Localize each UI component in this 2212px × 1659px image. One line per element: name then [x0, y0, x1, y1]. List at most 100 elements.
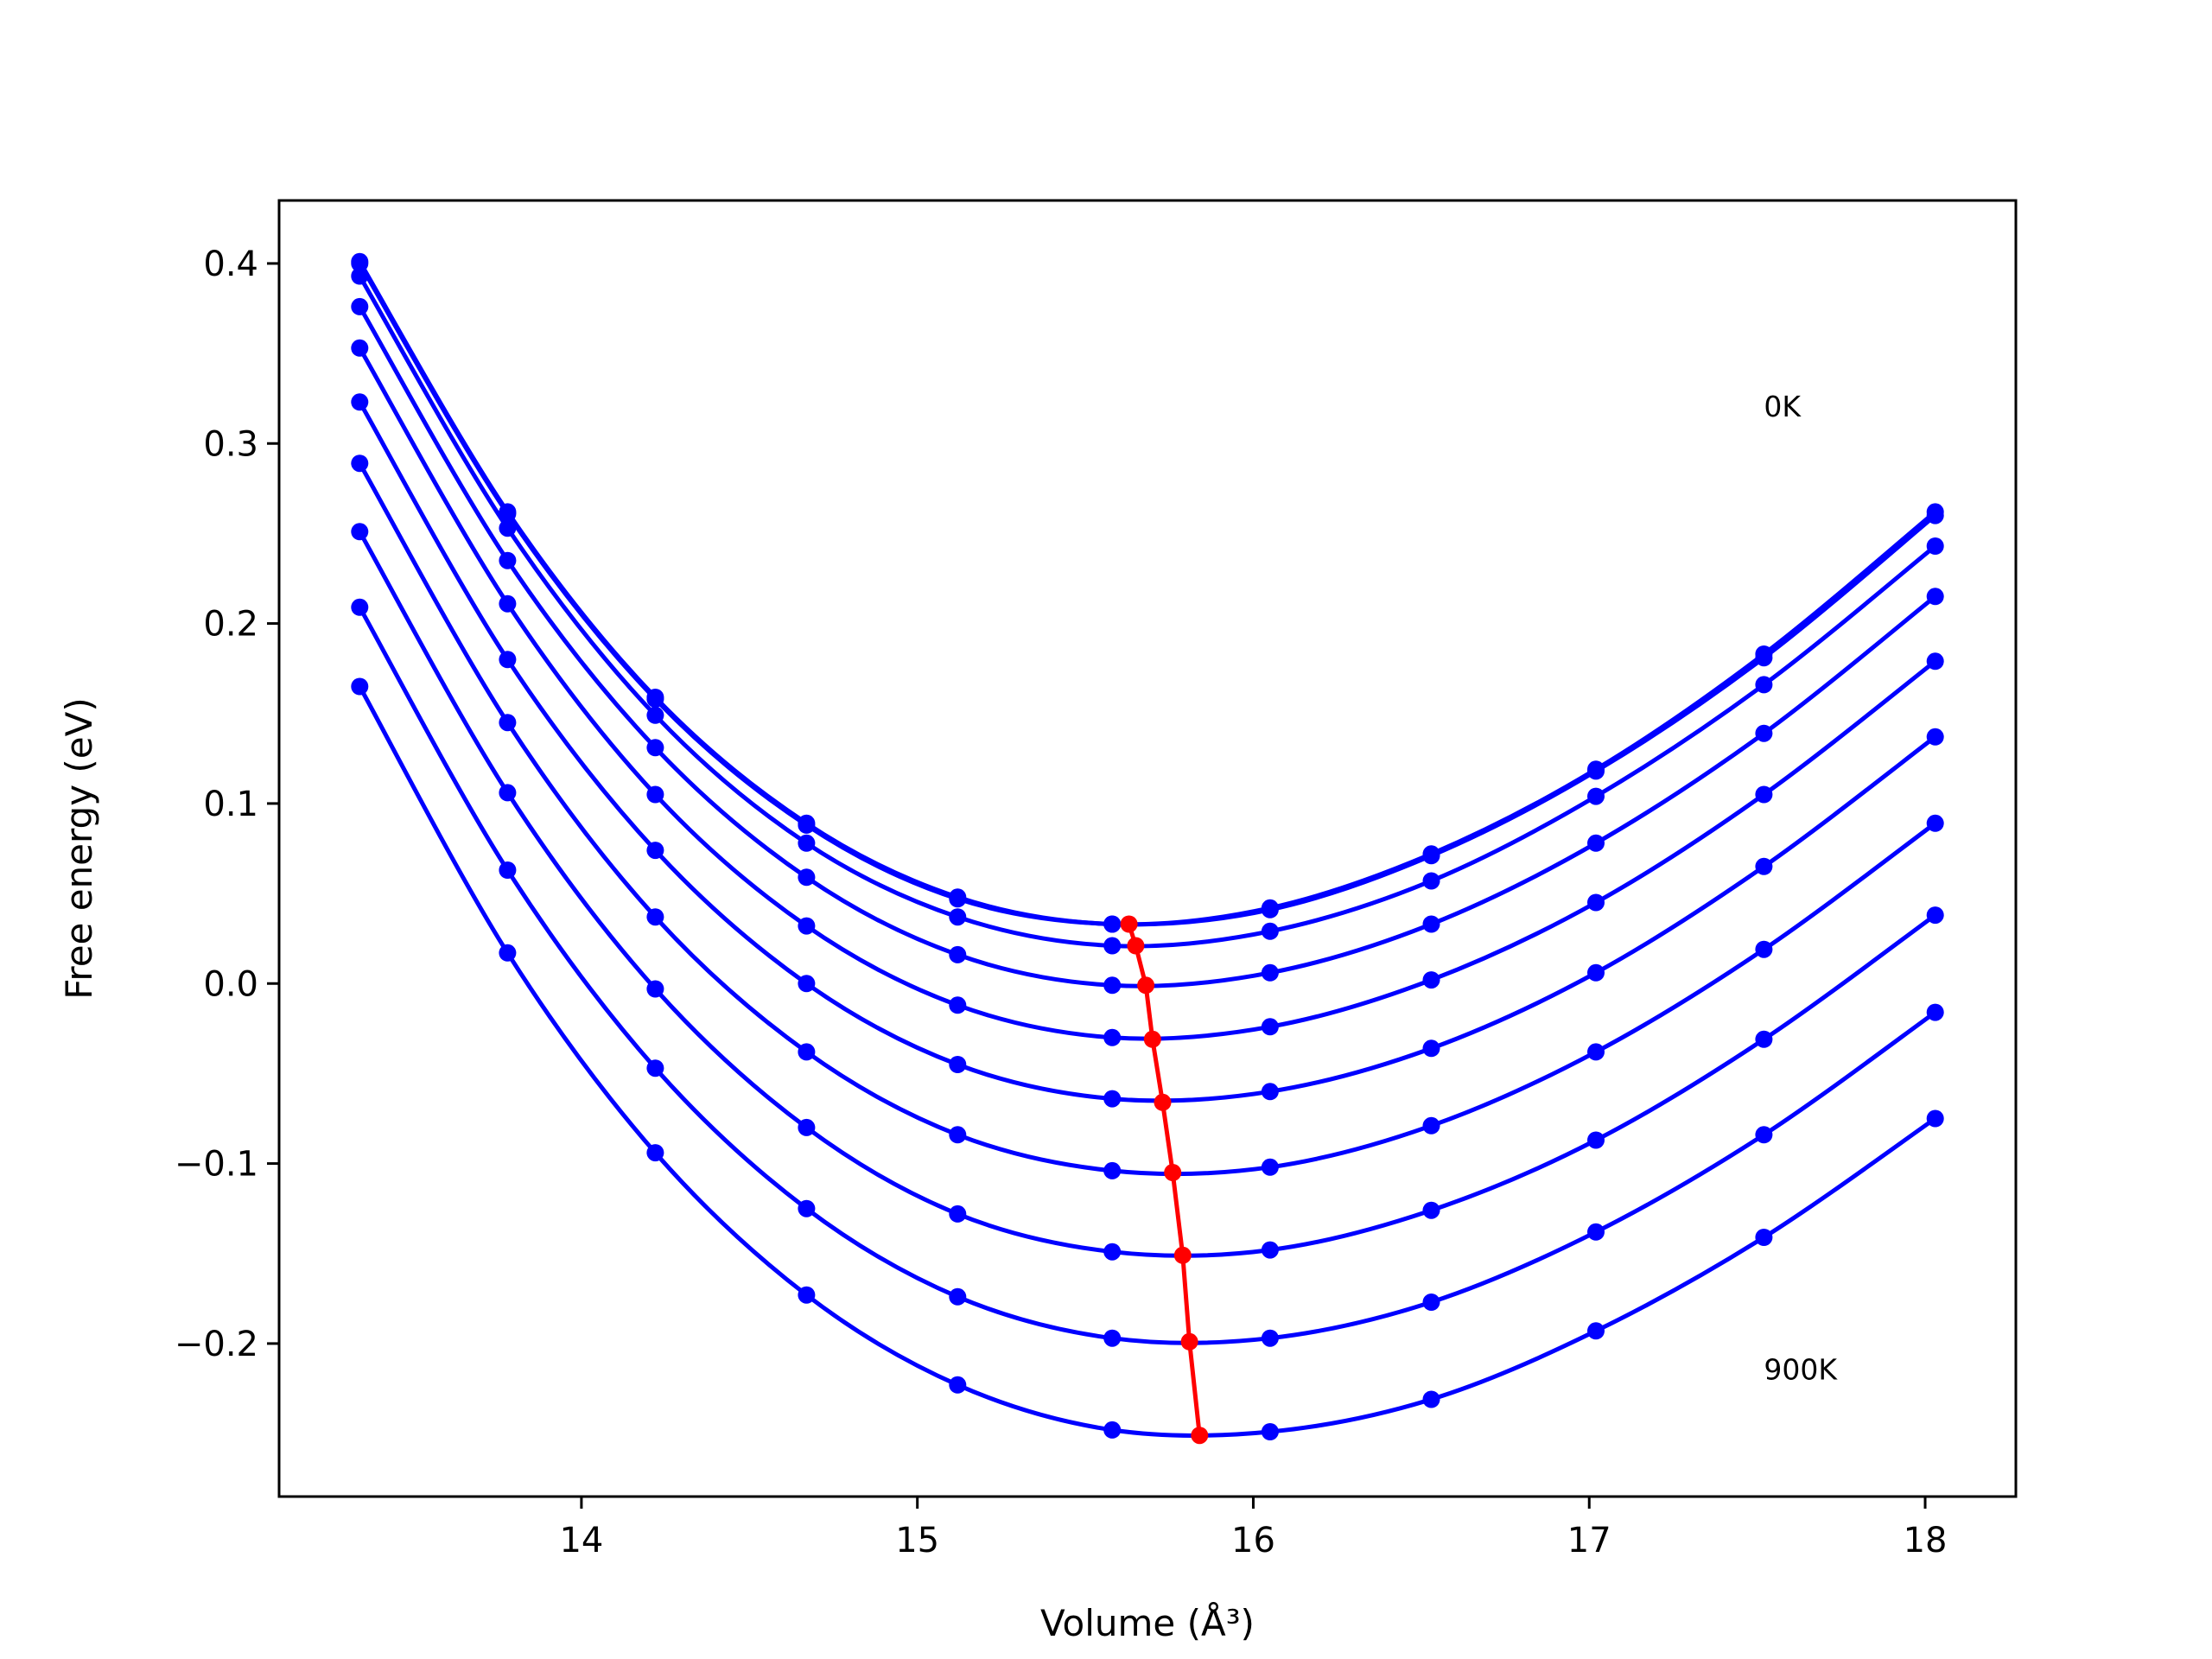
minima-layer: [1120, 915, 1209, 1445]
y-tick-label-6: −0.2: [175, 1325, 258, 1364]
series-6-point-0: [351, 454, 369, 473]
series-3-point-7: [1422, 915, 1440, 933]
annotations-layer: 0K 900K: [1764, 390, 1838, 1387]
series-6-point-9: [1755, 940, 1773, 958]
series-2-point-7: [1422, 872, 1440, 890]
annotation-0: 0K: [1764, 390, 1802, 423]
y-tick-label-5: −0.1: [175, 1145, 258, 1185]
series-3-point-2: [646, 739, 664, 757]
series-7-point-6: [1261, 1241, 1279, 1259]
series-8-point-9: [1755, 1126, 1773, 1144]
series-7-point-0: [351, 523, 369, 541]
series-1-point-2: [646, 690, 664, 709]
series-line-7: [358, 531, 1937, 1258]
x-tick-label-0: 14: [559, 1521, 603, 1560]
y-tick-label-3: 0.1: [203, 785, 258, 824]
series-5-point-1: [499, 651, 517, 669]
series-2-point-1: [499, 519, 517, 537]
y-tick-label-1: 0.3: [203, 424, 258, 464]
series-6-point-10: [1926, 814, 1944, 832]
series-1-point-5: [1103, 915, 1122, 933]
series-9-point-10: [1926, 1109, 1944, 1128]
series-7-point-1: [499, 784, 517, 802]
minimum-point-1: [1127, 937, 1145, 955]
series-9-point-4: [949, 1376, 967, 1394]
series-7-point-9: [1755, 1030, 1773, 1048]
series-9-point-7: [1422, 1390, 1440, 1408]
curves-layer: [351, 252, 1944, 1440]
series-1-point-9: [1755, 649, 1773, 667]
series-2-point-10: [1926, 537, 1944, 555]
series-4-point-0: [351, 339, 369, 357]
series-1-point-8: [1587, 762, 1605, 780]
minimum-point-5: [1164, 1164, 1182, 1181]
series-8-point-1: [499, 861, 517, 879]
x-tick-label-2: 16: [1231, 1521, 1275, 1560]
series-1-point-7: [1422, 847, 1440, 865]
series-line-3: [358, 305, 1937, 988]
minimum-point-2: [1137, 976, 1155, 995]
minimum-point-8: [1191, 1427, 1209, 1445]
series-6-point-6: [1261, 1158, 1279, 1176]
series-3-point-3: [798, 868, 816, 887]
x-tick-label-1: 15: [895, 1521, 939, 1560]
series-4-point-2: [646, 785, 664, 804]
series-6-point-7: [1422, 1116, 1440, 1135]
plot-frame: [277, 199, 2018, 1498]
series-2-point-5: [1103, 937, 1122, 955]
series-5-point-8: [1587, 963, 1605, 982]
series-line-4: [358, 346, 1937, 1041]
series-3-point-1: [499, 551, 517, 569]
series-3-point-10: [1926, 588, 1944, 606]
series-7-point-2: [646, 980, 664, 998]
series-7-point-3: [798, 1118, 816, 1136]
series-9-point-5: [1103, 1421, 1122, 1439]
series-2-point-6: [1261, 922, 1279, 940]
series-line-8: [358, 606, 1937, 1345]
x-axis-ticks: 14 15 16 17 18: [559, 1497, 1947, 1560]
series-6-point-3: [798, 1043, 816, 1061]
series-line-9: [358, 685, 1937, 1439]
series-5-point-3: [798, 975, 816, 993]
series-line-6: [358, 461, 1937, 1177]
series-8-point-3: [798, 1199, 816, 1217]
series-8-point-0: [351, 598, 369, 616]
minimum-point-4: [1154, 1093, 1172, 1111]
series-4-point-7: [1422, 971, 1440, 989]
y-axis-ticks: 0.4 0.3 0.2 0.1 0.0 −0.1 −0.2: [175, 245, 279, 1364]
series-4-point-9: [1755, 785, 1773, 804]
series-3-point-0: [351, 297, 369, 315]
series-8-point-2: [646, 1059, 664, 1077]
series-5-point-6: [1261, 1083, 1279, 1101]
series-7-point-4: [949, 1205, 967, 1223]
y-axis-label: Free energy (eV): [58, 697, 100, 1000]
annotation-1: 900K: [1764, 1353, 1838, 1387]
series-4-point-10: [1926, 652, 1944, 671]
series-3-point-4: [949, 945, 967, 963]
series-4-point-3: [798, 917, 816, 935]
series-2-point-9: [1755, 676, 1773, 694]
series-5-point-7: [1422, 1039, 1440, 1058]
series-5-point-4: [949, 1056, 967, 1073]
series-6-point-5: [1103, 1161, 1122, 1179]
series-6-point-8: [1587, 1043, 1605, 1061]
series-1-point-0: [351, 254, 369, 272]
series-5-point-5: [1103, 1090, 1122, 1108]
series-1-point-3: [798, 816, 816, 834]
series-5-point-0: [351, 393, 369, 411]
series-7-point-8: [1587, 1131, 1605, 1149]
y-tick-label-0: 0.4: [203, 245, 258, 284]
x-tick-label-3: 17: [1567, 1521, 1611, 1560]
series-4-point-1: [499, 594, 517, 613]
series-9-point-0: [351, 677, 369, 696]
series-2-point-8: [1587, 787, 1605, 805]
series-7-point-7: [1422, 1201, 1440, 1219]
minimum-point-3: [1143, 1030, 1161, 1048]
series-3-point-8: [1587, 834, 1605, 852]
series-3-point-5: [1103, 976, 1122, 995]
series-8-point-6: [1261, 1329, 1279, 1347]
series-9-point-1: [499, 944, 517, 962]
series-4-point-8: [1587, 893, 1605, 912]
